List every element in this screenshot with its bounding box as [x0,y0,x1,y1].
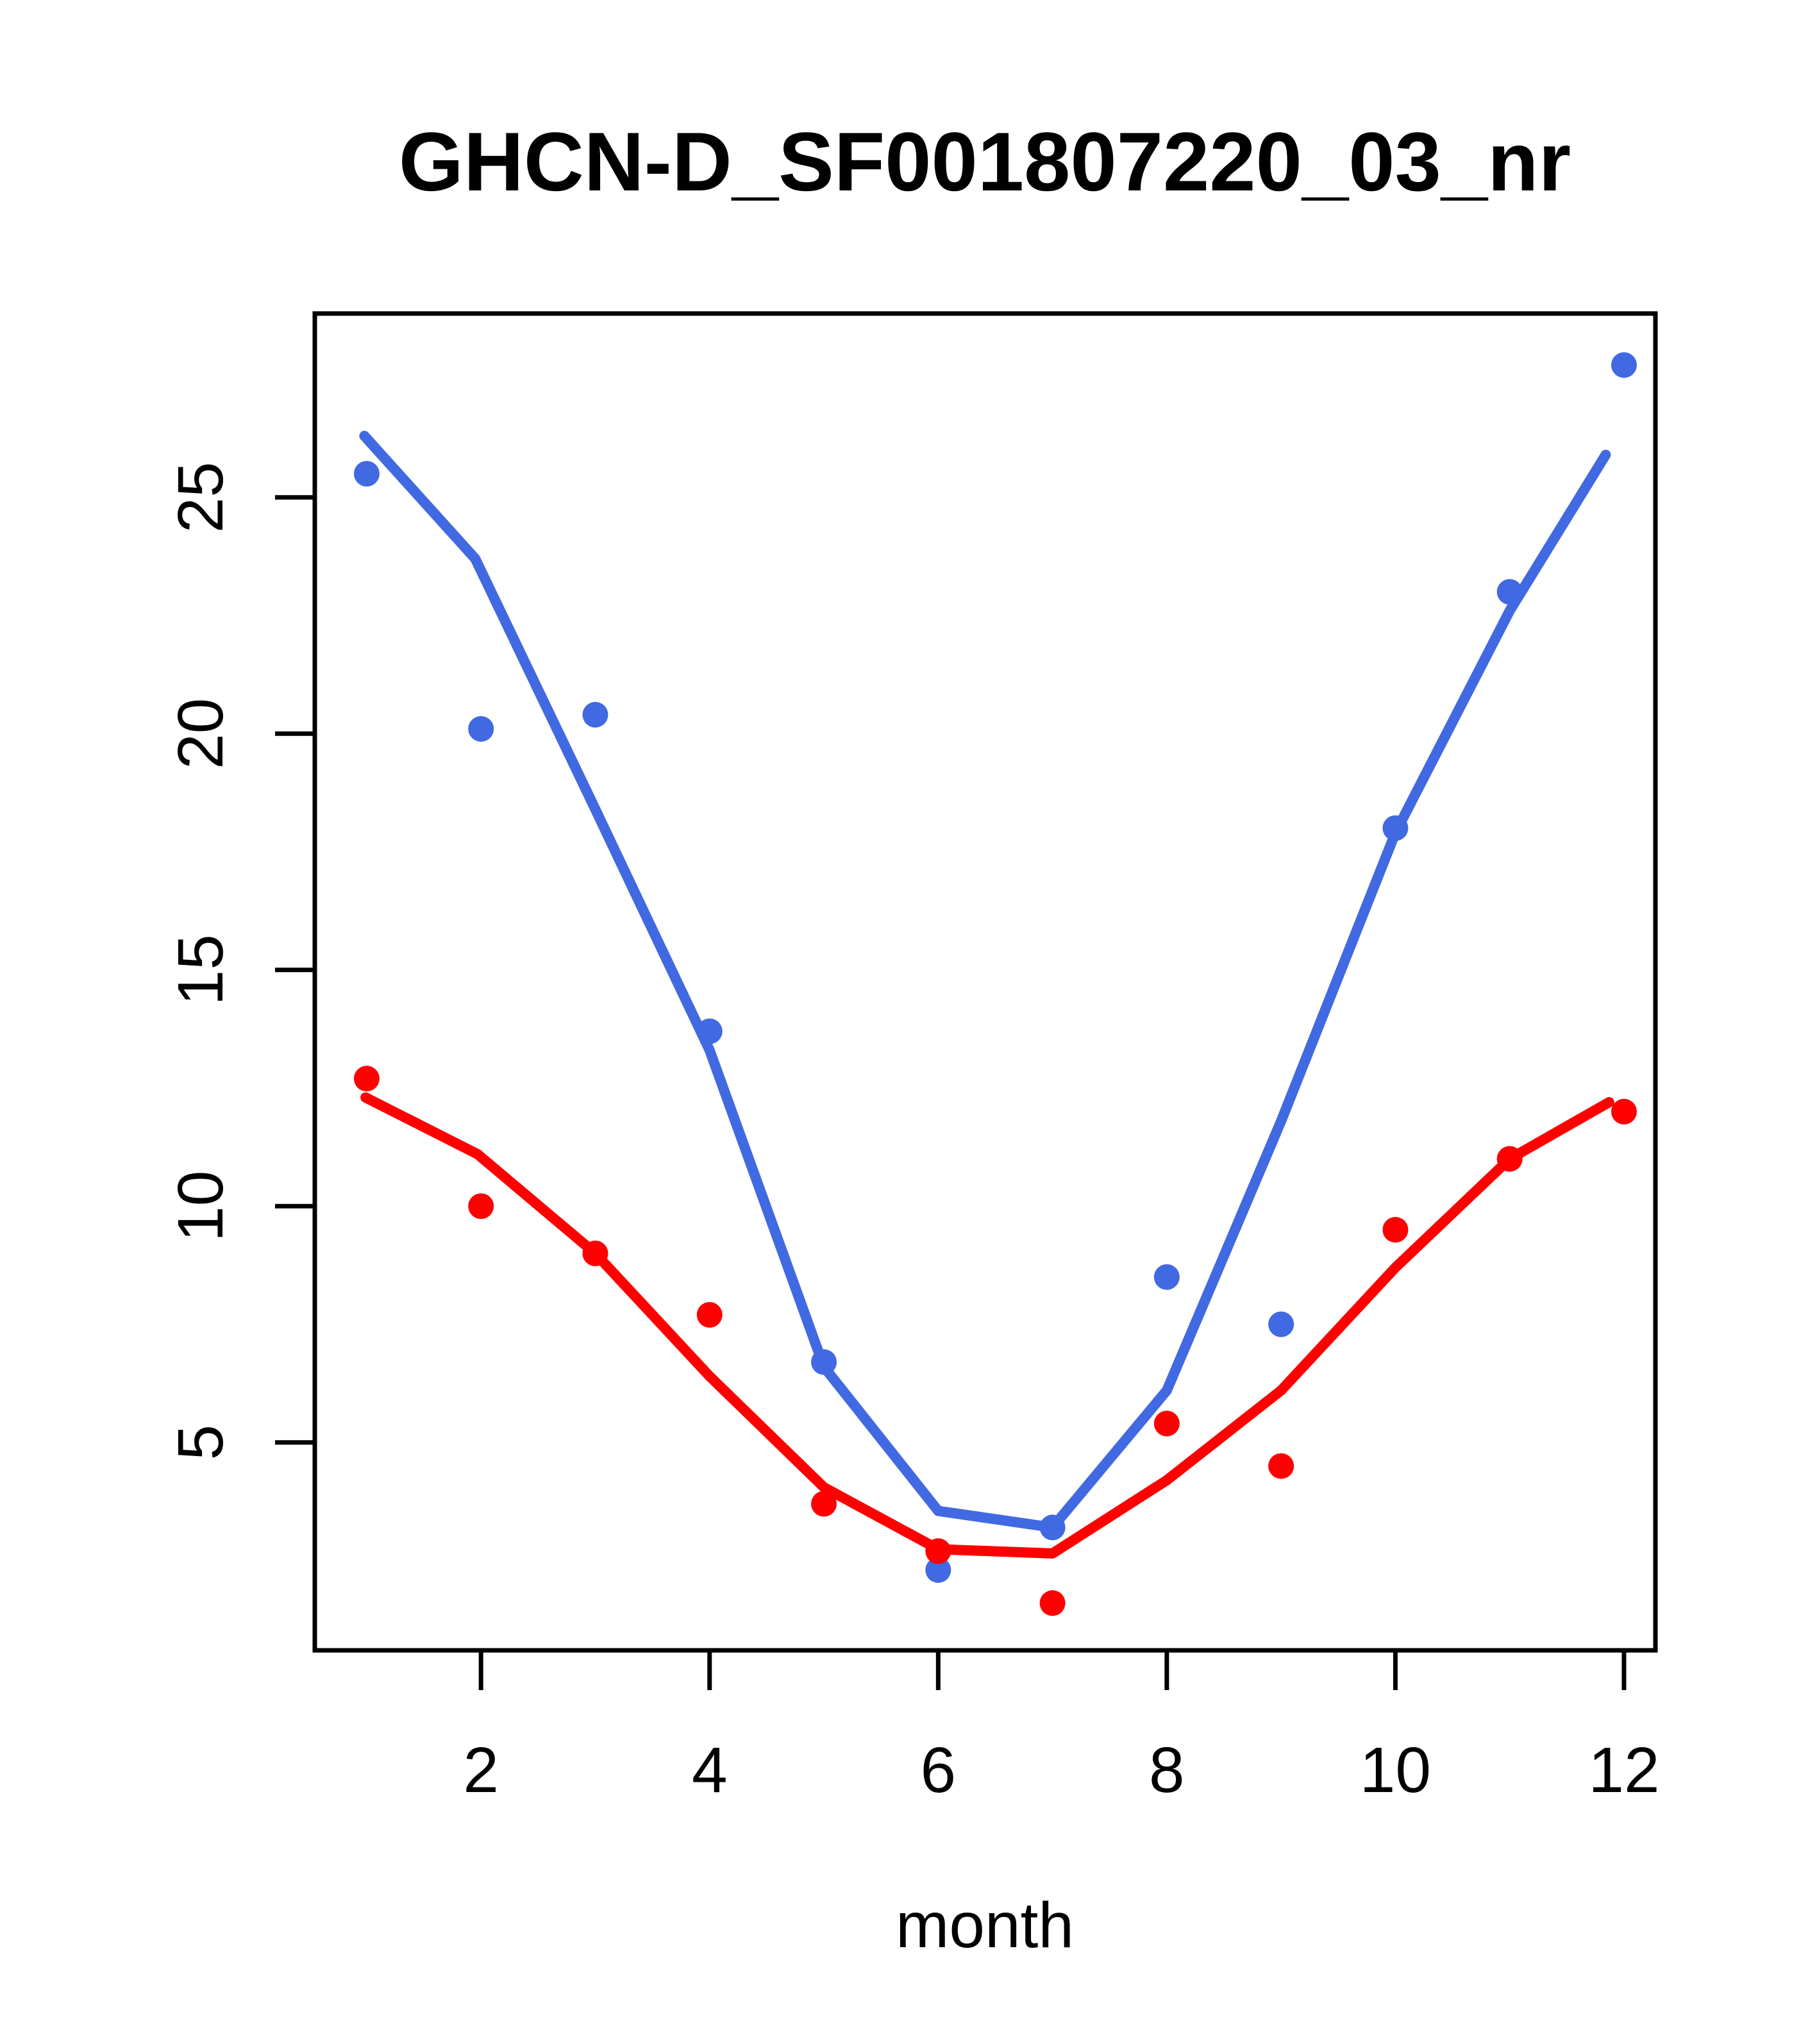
blue-point [1611,352,1637,378]
red-point [696,1302,723,1328]
x-tick-label: 2 [463,1734,499,1806]
y-tick-label: 15 [165,934,237,1005]
y-axis-ticks: 5 10 15 20 25 [165,462,315,1461]
x-tick-label: 6 [921,1734,957,1806]
blue-smooth-line [359,430,1611,1533]
blue-point [1153,1264,1180,1290]
x-axis-label: month [896,1889,1074,1961]
red-point [1039,1590,1066,1616]
x-tick-label: 4 [692,1734,728,1806]
blue-point [353,460,380,487]
red-point [1268,1453,1294,1479]
red-smooth-line [360,1092,1614,1559]
blue-point [582,701,608,728]
chart-title: GHCN-D_SF001807220_03_nr [399,115,1571,208]
red-point [353,1066,380,1092]
data-series [353,352,1637,1616]
red-point [811,1491,837,1517]
y-tick-label: 5 [165,1425,237,1461]
y-tick-label: 25 [165,462,237,533]
plot-border [312,311,1658,1653]
red-point [1382,1217,1409,1243]
red-point [1611,1098,1637,1125]
x-tick-label: 10 [1360,1734,1431,1806]
x-tick-label: 8 [1149,1734,1185,1806]
blue-point [468,716,494,742]
x-tick-label: 12 [1588,1734,1659,1806]
blue-point [1268,1311,1294,1337]
y-tick-label: 20 [165,698,237,769]
red-point [1153,1411,1180,1437]
x-axis-ticks: 2 4 6 8 10 12 [463,1650,1660,1806]
blue-point [925,1557,951,1583]
y-tick-label: 10 [165,1171,237,1242]
red-point [468,1193,494,1219]
